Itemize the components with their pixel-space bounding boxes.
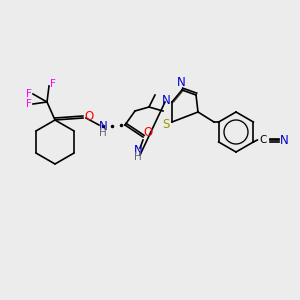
- Text: O: O: [84, 110, 94, 122]
- Text: H: H: [99, 128, 107, 138]
- Text: F: F: [50, 79, 56, 89]
- Text: N: N: [99, 119, 107, 133]
- Text: F: F: [26, 99, 32, 109]
- Text: C: C: [260, 135, 267, 145]
- Text: H: H: [134, 152, 142, 162]
- Text: S: S: [162, 118, 170, 130]
- Text: F: F: [26, 89, 32, 99]
- Text: N: N: [162, 94, 170, 106]
- Text: O: O: [143, 127, 153, 140]
- Text: N: N: [177, 76, 185, 89]
- Text: N: N: [134, 143, 142, 157]
- Text: N: N: [280, 134, 289, 146]
